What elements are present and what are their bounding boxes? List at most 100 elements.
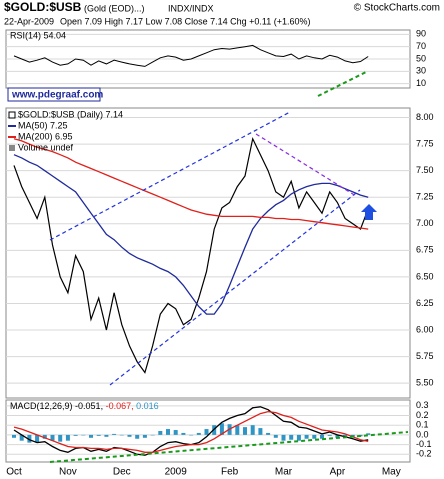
legend-label: MA(200) 6.95: [18, 131, 73, 141]
x-tick-label: May: [382, 467, 401, 478]
annotations: [49, 71, 409, 463]
histogram-bar: [243, 427, 247, 435]
histogram-bar: [50, 434, 55, 441]
histogram-bar: [296, 434, 301, 441]
date: 22-Apr-2009: [4, 16, 54, 26]
y-tick-label: 8.00: [416, 112, 434, 122]
histogram-bar: [189, 434, 194, 436]
channel-upper: [49, 111, 291, 241]
y-tick-label: 7.50: [416, 165, 434, 175]
histogram-bar: [158, 431, 163, 435]
panel-title: RSI(14) 54.04: [10, 30, 66, 40]
histogram-bar: [58, 434, 63, 442]
x-tick-label: Dec: [113, 467, 131, 478]
histogram-bar: [266, 432, 271, 435]
macd-trendline: [49, 431, 409, 463]
y-tick-label: 6.75: [416, 245, 434, 255]
y-tick-label: 0.1: [416, 420, 429, 430]
histogram-bar: [96, 434, 101, 436]
credit: © StockCharts.com: [354, 3, 440, 14]
symbol: $GOLD:$USB: [4, 0, 82, 14]
histogram-bar: [273, 434, 278, 438]
y-tick-label: 0.3: [416, 400, 429, 410]
histogram-bar: [12, 434, 16, 438]
histogram-bar: [42, 434, 47, 439]
histogram-bar: [112, 433, 117, 435]
x-tick-label: Apr: [330, 467, 346, 478]
panel-title: MACD(12,26,9) -0.051, -0.067, 0.016: [10, 401, 159, 411]
histogram-bar: [289, 434, 294, 440]
legend-label: 0.016: [136, 401, 159, 411]
histogram-bar: [73, 434, 78, 436]
y-tick-label: 0.0: [416, 429, 429, 439]
symbol-name: (Gold (EOD)...): [84, 3, 145, 13]
moving-average: [13, 154, 369, 315]
histogram-bar: [181, 432, 186, 435]
histogram-bar: [166, 429, 170, 435]
y-tick-label: 5.75: [416, 351, 434, 361]
triangle-line: [255, 133, 357, 197]
legend-label: MACD(12,26,9): [10, 401, 73, 411]
macd-line: [13, 410, 369, 453]
histogram-bar: [104, 434, 109, 437]
up-arrow: [361, 204, 377, 220]
legend-label: $GOLD:$USB (Daily) 7.14: [18, 109, 123, 119]
legend-swatch: [9, 145, 15, 151]
quote: Open 7.09 High 7.17 Low 7.08 Close 7.14 …: [60, 16, 311, 26]
panels: 90 70 50 30 10 RSI(14) 54.04 8.00 7.75 7.50 7.25 7…: [6, 29, 434, 478]
y-tick-label: -0.2: [416, 449, 432, 459]
y-tick-label: 7.00: [416, 218, 434, 228]
histogram-bar: [119, 434, 124, 436]
histogram-bar: [135, 434, 140, 439]
histogram-bar: [250, 425, 255, 435]
x-tick-label: 2009: [165, 467, 188, 478]
histogram-bar: [281, 434, 286, 441]
histogram-bar: [173, 430, 178, 435]
legend-label: -0.051,: [75, 401, 103, 411]
legend-label: MA(50) 7.25: [18, 120, 68, 130]
histogram-bar: [150, 434, 155, 436]
legend-label: Volume undef: [18, 142, 74, 152]
y-tick-label: 50: [416, 53, 426, 63]
histogram-bar: [127, 434, 132, 437]
histogram-bar: [335, 434, 340, 438]
exchange: INDX/INDX: [168, 3, 214, 13]
histogram-bar: [320, 434, 324, 439]
legend-label: -0.067,: [106, 401, 134, 411]
moving-average: [13, 138, 369, 230]
y-tick-label: -0.1: [416, 439, 432, 449]
watermark-box: [7, 87, 101, 102]
y-tick-label: 5.50: [416, 378, 434, 388]
rsi-line: [13, 44, 369, 67]
rsi-trendline: [317, 71, 367, 97]
histogram-bar: [212, 425, 217, 435]
histogram-bar: [81, 434, 86, 436]
histogram-bar: [235, 425, 240, 435]
y-tick-label: 6.00: [416, 324, 434, 334]
histogram-bar: [327, 434, 332, 436]
watermark: www.pdegraaf.com: [11, 90, 103, 101]
legend-swatch: [8, 111, 16, 119]
histogram-bar: [204, 429, 209, 435]
y-tick-label: 30: [416, 66, 426, 76]
price-line: [13, 136, 369, 374]
y-tick-label: 7.75: [416, 138, 434, 148]
y-tick-label: 7.25: [416, 192, 434, 202]
histogram-bar: [258, 428, 263, 435]
histogram-bar: [65, 434, 70, 441]
histogram-bar: [312, 434, 317, 439]
y-tick-label: 70: [416, 41, 426, 51]
y-tick-label: 6.25: [416, 298, 434, 308]
histogram-bar: [27, 434, 32, 443]
histogram-bar: [142, 434, 147, 438]
histogram-bar: [219, 423, 224, 435]
x-tick-label: Oct: [6, 467, 22, 478]
histogram-bar: [196, 432, 201, 435]
histogram-bar: [89, 434, 93, 438]
y-tick-label: 0.2: [416, 410, 429, 420]
y-tick-label: 6.50: [416, 271, 434, 281]
histogram-bar: [19, 434, 24, 441]
x-tick-label: Feb: [221, 467, 239, 478]
histogram-bar: [304, 434, 309, 439]
